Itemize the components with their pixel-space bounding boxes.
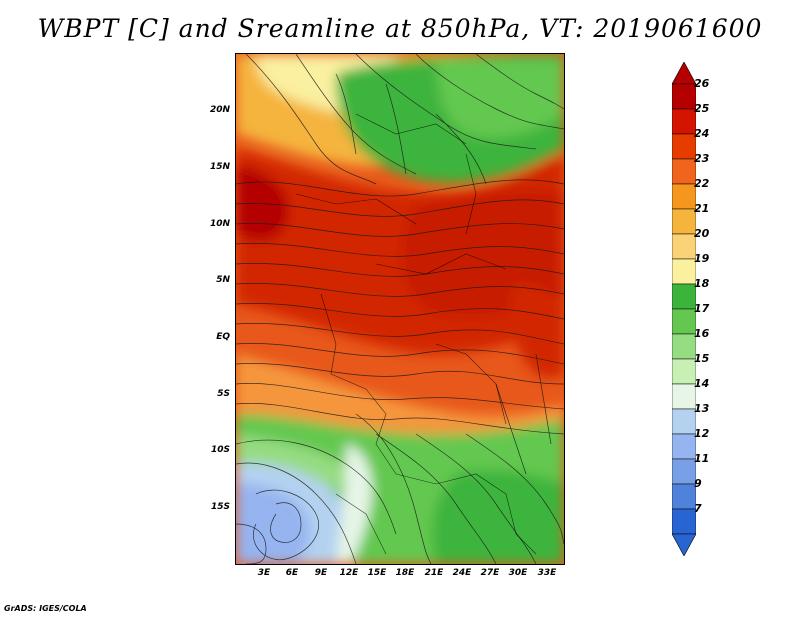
x-tick-label: 15E <box>367 568 387 578</box>
color-bar-label: 9 <box>694 477 702 490</box>
y-tick-label: 10S <box>210 445 230 455</box>
color-bar-swatch <box>672 108 696 135</box>
x-tick-label: 9E <box>314 568 328 578</box>
color-bar-swatch <box>672 333 696 360</box>
color-bar-label: 12 <box>694 427 710 440</box>
map-title: WBPT [C] and Sreamline at 850hPa, VT: 20… <box>37 14 763 43</box>
color-bar-legend: 26 25 24 23 22 21 20 19 18 17 16 15 14 13 12 11 9 7 <box>672 62 732 556</box>
y-tick-label: 10N <box>209 219 230 229</box>
x-tick-label: 30E <box>508 568 528 578</box>
color-bar-swatch <box>672 508 696 535</box>
color-bar-swatch <box>672 383 696 410</box>
x-tick-label: 12E <box>339 568 359 578</box>
color-bar-label: 13 <box>694 402 710 415</box>
color-bar-label: 11 <box>694 452 710 465</box>
x-tick-label: 24E <box>452 568 472 578</box>
color-bar-swatch <box>672 133 696 160</box>
x-tick-label: 18E <box>395 568 415 578</box>
color-bar-swatch <box>672 283 696 310</box>
color-bar-bottom-arrow <box>672 533 696 556</box>
x-tick-label: 3E <box>257 568 271 578</box>
y-tick-label: 20N <box>209 105 230 115</box>
y-tick-label: 15S <box>210 502 230 512</box>
color-bar-label: 23 <box>694 152 710 165</box>
color-bar-swatch <box>672 233 696 260</box>
y-tick-label: EQ <box>216 332 230 342</box>
color-bar-swatch <box>672 483 696 510</box>
color-bar-swatch <box>672 158 696 185</box>
color-bar-swatch <box>672 408 696 435</box>
x-tick-label: 27E <box>480 568 500 578</box>
color-bar-label: 21 <box>694 202 710 215</box>
y-tick-label: 5N <box>216 275 230 285</box>
color-bar-label: 18 <box>694 277 710 290</box>
y-tick-label: 5S <box>217 389 230 399</box>
y-tick-label: 15N <box>209 162 230 172</box>
x-tick-label: 21E <box>424 568 444 578</box>
color-bar-label: 26 <box>694 77 710 90</box>
color-bar-swatch <box>672 208 696 235</box>
color-bar-swatch <box>672 458 696 485</box>
country-borders <box>295 113 537 555</box>
color-bar-swatch <box>672 433 696 460</box>
color-bar-label: 14 <box>694 377 710 390</box>
map-panel <box>235 53 565 565</box>
color-bar-label: 19 <box>694 252 710 265</box>
color-bar-swatch <box>672 308 696 335</box>
color-bar-label: 25 <box>694 102 710 115</box>
color-bar-label: 17 <box>694 302 710 315</box>
x-tick-label: 6E <box>285 568 299 578</box>
x-tick-label: 33E <box>537 568 557 578</box>
credit-text: GrADS: IGES/COLA <box>4 604 87 613</box>
color-bar-top-arrow <box>672 62 696 85</box>
color-bar-label: 16 <box>694 327 710 340</box>
color-bar-label: 15 <box>694 352 710 365</box>
streamlines <box>236 54 564 564</box>
color-bar-swatch <box>672 83 696 110</box>
color-bar <box>672 62 696 556</box>
color-bar-label: 22 <box>694 177 710 190</box>
color-bar-label: 24 <box>694 127 710 140</box>
color-bar-swatch <box>672 183 696 210</box>
temperature-field <box>236 54 564 564</box>
color-bar-swatch <box>672 258 696 285</box>
color-bar-swatch <box>672 358 696 385</box>
color-bar-label: 20 <box>694 227 710 240</box>
color-bar-label: 7 <box>694 502 702 515</box>
